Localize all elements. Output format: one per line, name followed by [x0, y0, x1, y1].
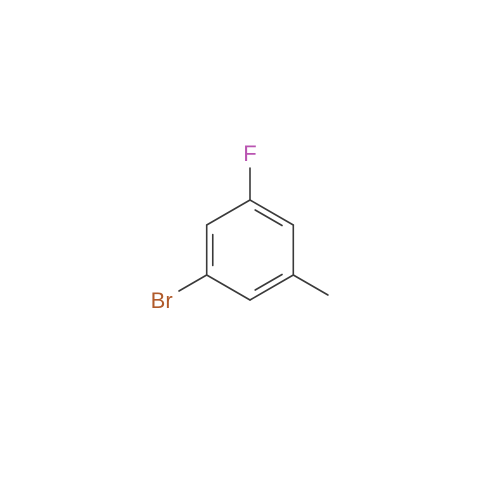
- atom-label-f: F: [243, 143, 256, 165]
- molecule-svg: [0, 0, 500, 500]
- atom-label-br: Br: [151, 290, 173, 312]
- molecule-canvas: F Br: [0, 0, 500, 500]
